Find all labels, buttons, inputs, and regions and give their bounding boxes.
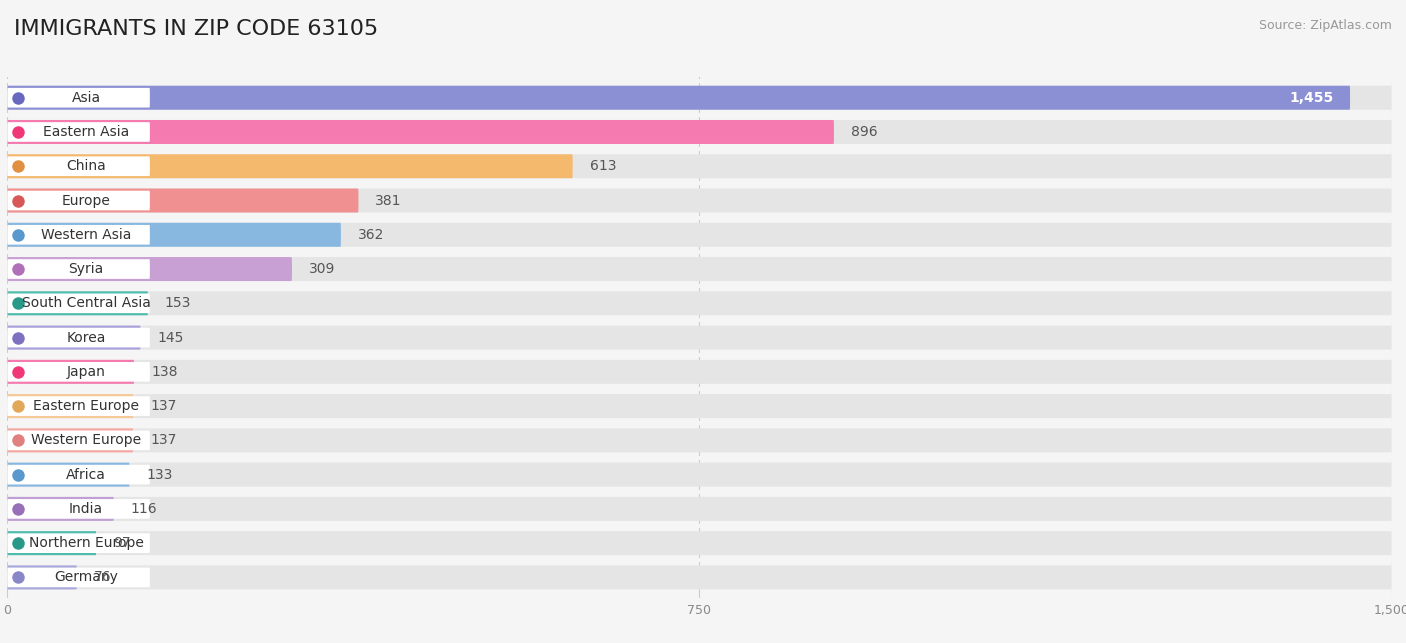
FancyBboxPatch shape bbox=[7, 154, 1392, 178]
Text: Japan: Japan bbox=[66, 365, 105, 379]
FancyBboxPatch shape bbox=[7, 191, 150, 210]
FancyBboxPatch shape bbox=[7, 565, 1392, 590]
Text: Western Europe: Western Europe bbox=[31, 433, 141, 448]
Text: 76: 76 bbox=[94, 570, 111, 584]
FancyBboxPatch shape bbox=[7, 120, 834, 144]
Text: Europe: Europe bbox=[62, 194, 111, 208]
Text: Korea: Korea bbox=[66, 331, 105, 345]
FancyBboxPatch shape bbox=[7, 293, 150, 313]
FancyBboxPatch shape bbox=[7, 497, 114, 521]
FancyBboxPatch shape bbox=[7, 88, 150, 107]
Text: Syria: Syria bbox=[69, 262, 104, 276]
FancyBboxPatch shape bbox=[7, 120, 1392, 144]
Text: 896: 896 bbox=[851, 125, 877, 139]
FancyBboxPatch shape bbox=[7, 362, 150, 382]
FancyBboxPatch shape bbox=[7, 497, 1392, 521]
FancyBboxPatch shape bbox=[7, 533, 150, 553]
FancyBboxPatch shape bbox=[7, 154, 572, 178]
FancyBboxPatch shape bbox=[7, 428, 134, 453]
FancyBboxPatch shape bbox=[7, 86, 1350, 110]
FancyBboxPatch shape bbox=[7, 188, 359, 212]
Text: 1,455: 1,455 bbox=[1289, 91, 1334, 105]
FancyBboxPatch shape bbox=[7, 396, 150, 416]
Text: 153: 153 bbox=[165, 296, 191, 311]
FancyBboxPatch shape bbox=[7, 257, 1392, 281]
Text: Eastern Europe: Eastern Europe bbox=[32, 399, 139, 413]
FancyBboxPatch shape bbox=[7, 188, 1392, 212]
FancyBboxPatch shape bbox=[7, 463, 129, 487]
FancyBboxPatch shape bbox=[7, 431, 150, 450]
Text: IMMIGRANTS IN ZIP CODE 63105: IMMIGRANTS IN ZIP CODE 63105 bbox=[14, 19, 378, 39]
FancyBboxPatch shape bbox=[7, 225, 150, 244]
FancyBboxPatch shape bbox=[7, 222, 1392, 247]
Text: 145: 145 bbox=[157, 331, 184, 345]
FancyBboxPatch shape bbox=[7, 291, 148, 315]
Text: Africa: Africa bbox=[66, 467, 105, 482]
Text: Eastern Asia: Eastern Asia bbox=[42, 125, 129, 139]
FancyBboxPatch shape bbox=[7, 328, 150, 347]
FancyBboxPatch shape bbox=[7, 257, 292, 281]
Text: 309: 309 bbox=[309, 262, 335, 276]
Text: Asia: Asia bbox=[72, 91, 101, 105]
Text: 137: 137 bbox=[150, 399, 177, 413]
FancyBboxPatch shape bbox=[7, 394, 1392, 418]
FancyBboxPatch shape bbox=[7, 360, 134, 384]
Text: Germany: Germany bbox=[53, 570, 118, 584]
Text: 97: 97 bbox=[114, 536, 131, 550]
FancyBboxPatch shape bbox=[7, 259, 150, 279]
Text: 116: 116 bbox=[131, 502, 157, 516]
Text: 137: 137 bbox=[150, 433, 177, 448]
Text: India: India bbox=[69, 502, 103, 516]
FancyBboxPatch shape bbox=[7, 428, 1392, 453]
FancyBboxPatch shape bbox=[7, 156, 150, 176]
Text: South Central Asia: South Central Asia bbox=[21, 296, 150, 311]
FancyBboxPatch shape bbox=[7, 122, 150, 142]
Text: China: China bbox=[66, 159, 105, 173]
Text: 138: 138 bbox=[150, 365, 177, 379]
FancyBboxPatch shape bbox=[7, 565, 77, 590]
Text: 133: 133 bbox=[146, 467, 173, 482]
FancyBboxPatch shape bbox=[7, 465, 150, 484]
Text: 381: 381 bbox=[375, 194, 402, 208]
Text: Source: ZipAtlas.com: Source: ZipAtlas.com bbox=[1258, 19, 1392, 32]
FancyBboxPatch shape bbox=[7, 360, 1392, 384]
Text: 362: 362 bbox=[359, 228, 384, 242]
FancyBboxPatch shape bbox=[7, 291, 1392, 315]
FancyBboxPatch shape bbox=[7, 531, 96, 555]
Text: Northern Europe: Northern Europe bbox=[28, 536, 143, 550]
Text: 613: 613 bbox=[589, 159, 616, 173]
Text: Western Asia: Western Asia bbox=[41, 228, 131, 242]
FancyBboxPatch shape bbox=[7, 394, 134, 418]
FancyBboxPatch shape bbox=[7, 499, 150, 519]
FancyBboxPatch shape bbox=[7, 568, 150, 587]
FancyBboxPatch shape bbox=[7, 325, 141, 350]
FancyBboxPatch shape bbox=[7, 325, 1392, 350]
FancyBboxPatch shape bbox=[7, 222, 340, 247]
FancyBboxPatch shape bbox=[7, 531, 1392, 555]
FancyBboxPatch shape bbox=[7, 463, 1392, 487]
FancyBboxPatch shape bbox=[7, 86, 1392, 110]
